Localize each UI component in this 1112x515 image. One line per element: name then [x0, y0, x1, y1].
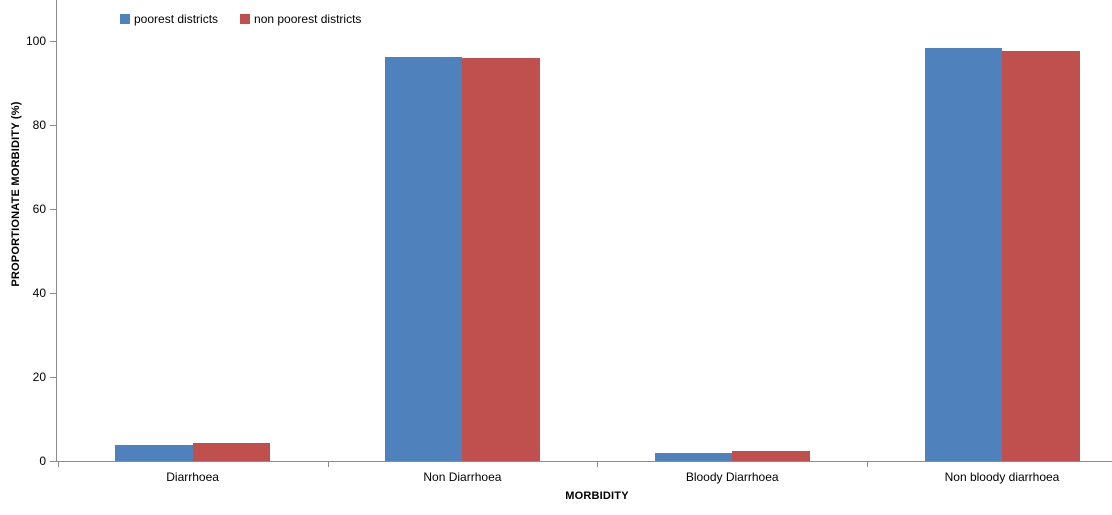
bar-non-poorest-districts-Bloody-Diarrhoea — [732, 450, 810, 461]
y-axis-line — [56, 0, 57, 461]
x-tick — [597, 462, 599, 467]
x-tick — [867, 462, 869, 467]
bar-poorest-districts-Bloody-Diarrhoea — [654, 453, 733, 461]
category-label: Non Diarrhoea — [423, 470, 502, 484]
x-axis-title: MORBIDITY — [565, 490, 629, 502]
bar-non-poorest-districts-Non-Diarrhoea — [462, 58, 540, 461]
chart-legend: poorest districts non poorest districts — [120, 12, 361, 26]
y-tick — [50, 292, 56, 294]
x-axis-line — [56, 461, 1112, 462]
legend-item: non poorest districts — [240, 12, 361, 26]
legend-item: poorest districts — [120, 12, 218, 26]
y-tick — [50, 208, 56, 210]
y-tick — [50, 40, 56, 42]
legend-label: non poorest districts — [254, 12, 362, 26]
y-tick-label: 20 — [32, 369, 46, 384]
bar-poorest-districts-Non-Diarrhoea — [384, 56, 463, 461]
y-tick — [50, 124, 56, 126]
category-label: Bloody Diarrhoea — [685, 470, 779, 484]
legend-swatch-icon — [240, 14, 251, 24]
y-tick-label: 60 — [32, 201, 46, 216]
y-tick — [50, 376, 56, 378]
y-tick — [50, 461, 56, 462]
x-tick — [57, 462, 59, 467]
bar-non-poorest-districts-Non-bloody-diarrhoea — [1002, 50, 1080, 461]
category-label: Diarrhoea — [166, 470, 219, 484]
y-tick-label: 100 — [25, 33, 46, 48]
y-tick-label: 80 — [32, 117, 46, 132]
y-tick-label: 0 — [39, 454, 46, 468]
y-tick-label: 40 — [32, 285, 46, 300]
bar-poorest-districts-Diarrhoea — [115, 445, 193, 461]
bar-poorest-districts-Non-bloody-diarrhoea — [924, 48, 1002, 461]
x-tick — [327, 462, 329, 467]
category-label: Non bloody diarrhoea — [944, 470, 1060, 484]
bar-non-poorest-districts-Diarrhoea — [192, 443, 271, 461]
legend-label: poorest districts — [134, 12, 219, 26]
legend-swatch-icon — [120, 14, 130, 24]
